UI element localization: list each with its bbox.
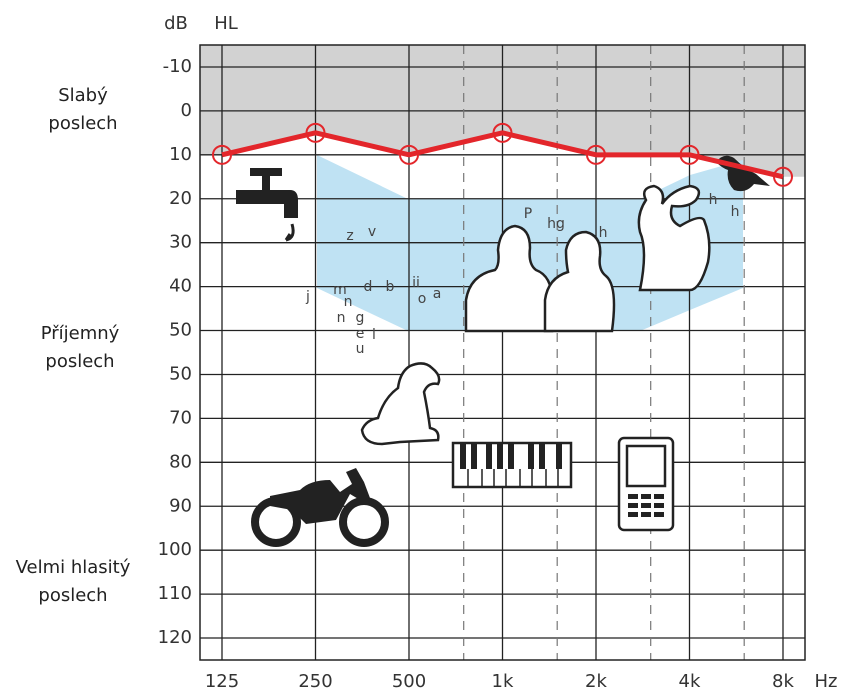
speech-letter: g: [356, 310, 365, 326]
y-tick-label: 50: [169, 363, 192, 384]
x-tick-label: 4k: [679, 671, 701, 692]
speech-letter: h: [731, 204, 740, 220]
speech-letter: h: [599, 225, 608, 241]
zone-label: poslech: [48, 113, 117, 134]
x-tick-label: 1k: [492, 671, 514, 692]
y-tick-label: 0: [181, 100, 192, 121]
zone-label: Slabý: [58, 85, 108, 106]
faucet-icon: [236, 168, 298, 242]
speech-letter: b: [386, 279, 395, 295]
phone-icon: [617, 436, 675, 532]
threshold-marker: [305, 122, 326, 143]
y-axis-label: dB: [164, 13, 188, 34]
speech-letter: ii: [412, 275, 420, 291]
piano-icon: [451, 441, 573, 489]
plot-frame: [199, 44, 806, 661]
y-axis-label: HL: [214, 13, 238, 34]
y-tick-label: 90: [169, 495, 192, 516]
speech-letter: h: [709, 192, 718, 208]
y-tick-label: -10: [163, 56, 192, 77]
x-tick-label: 500: [392, 671, 426, 692]
zone-label: poslech: [45, 351, 114, 372]
y-tick-label: 120: [158, 627, 192, 648]
y-tick-label: 20: [169, 188, 192, 209]
zone-label: poslech: [38, 585, 107, 606]
zone-label: Příjemný: [41, 323, 120, 344]
speech-letter: n: [344, 294, 353, 310]
threshold-marker: [492, 122, 513, 143]
y-tick-label: 100: [158, 539, 192, 560]
speech-letter: hg: [547, 216, 565, 232]
speech-letter: n: [337, 310, 346, 326]
speech-letter: l: [372, 327, 376, 343]
y-tick-label: 30: [169, 232, 192, 253]
threshold-marker: [679, 144, 700, 165]
speech-letter: P: [524, 206, 532, 222]
y-tick-label: 110: [158, 583, 192, 604]
speech-letter: a: [433, 286, 442, 302]
y-tick-label: 80: [169, 451, 192, 472]
y-tick-label: 40: [169, 276, 192, 297]
threshold-line: [221, 130, 784, 180]
threshold-marker: [773, 166, 793, 187]
people-icon: [464, 184, 711, 333]
dog-icon: [360, 362, 441, 446]
y-tick-label: 50: [169, 320, 192, 341]
x-tick-label: 125: [205, 671, 239, 692]
motorcycle-icon: [251, 468, 389, 547]
x-tick-label: 8k: [772, 671, 794, 692]
threshold-marker: [586, 144, 606, 165]
threshold-marker: [212, 144, 232, 165]
speech-letter: u: [356, 341, 365, 357]
x-tick-label: 250: [298, 671, 332, 692]
speech-letter: v: [368, 224, 376, 240]
speech-letter: o: [418, 291, 427, 307]
y-tick-label: 70: [169, 407, 192, 428]
y-tick-label: 10: [169, 144, 192, 165]
threshold-marker: [399, 144, 419, 165]
zone-label: Velmi hlasitý: [16, 557, 131, 578]
speech-letter: z: [346, 228, 353, 244]
x-axis-label: Hz: [815, 671, 838, 692]
speech-letter: j: [305, 289, 310, 305]
speech-letter: d: [364, 279, 373, 295]
x-tick-label: 2k: [585, 671, 607, 692]
speech-letter: m: [333, 282, 347, 298]
speech-letter: e: [356, 326, 365, 342]
